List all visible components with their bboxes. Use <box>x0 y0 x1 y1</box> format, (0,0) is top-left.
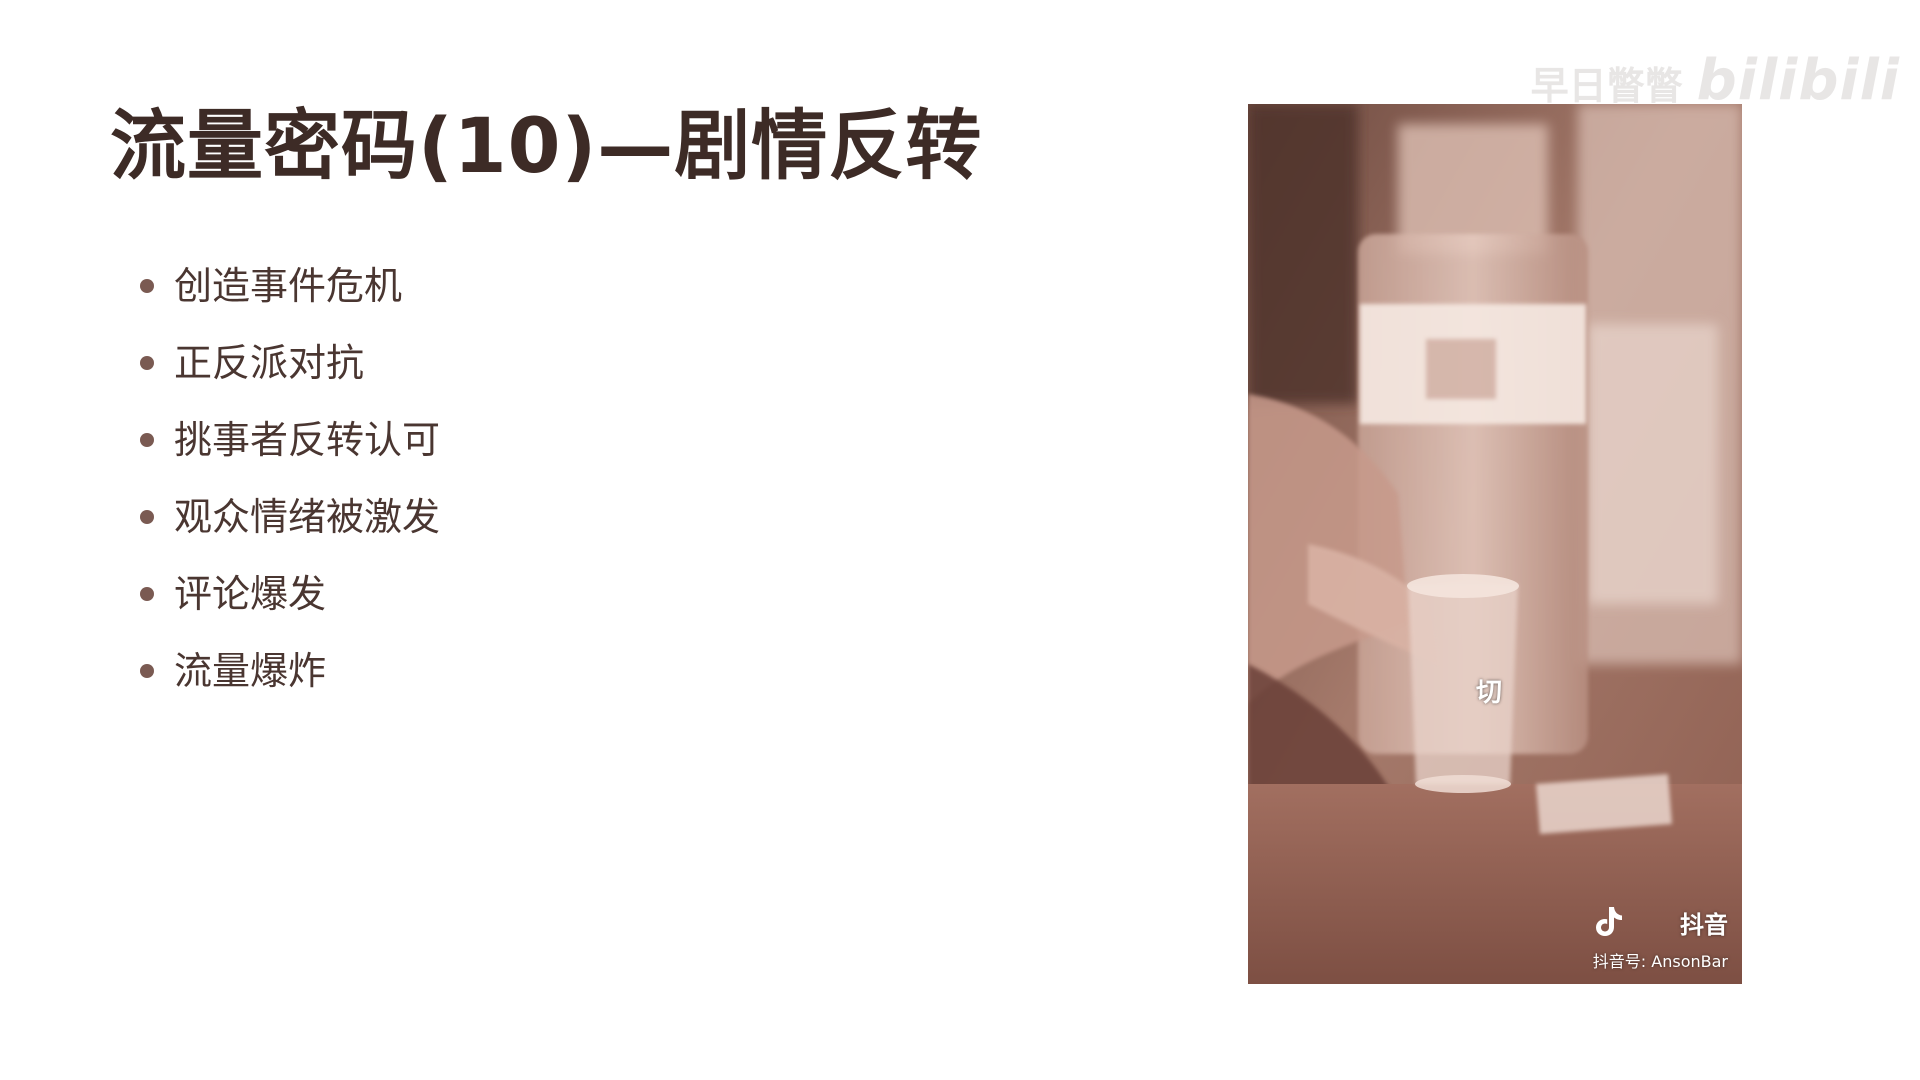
bullet-text: 观众情绪被激发 <box>174 495 441 539</box>
bullet-dot-icon <box>140 356 154 370</box>
video-scene-image <box>1248 104 1742 984</box>
bullet-text: 流量爆炸 <box>174 649 327 693</box>
watermark-site-logo: bilibili <box>1696 48 1900 113</box>
video-subtitle: 切 <box>1476 678 1503 708</box>
video-frame[interactable]: 切 抖音 抖音号: AnsonBar <box>1248 104 1742 984</box>
bullet-dot-icon <box>140 587 154 601</box>
tiktok-note-icon <box>1595 907 1622 936</box>
bullet-text: 挑事者反转认可 <box>174 418 441 462</box>
douyin-account: 抖音号: AnsonBar <box>1592 952 1728 971</box>
douyin-brand: 抖音 <box>1680 911 1728 939</box>
bullet-item: 流量爆炸 <box>140 641 440 718</box>
bullet-item: 创造事件危机 <box>140 256 440 333</box>
bullet-dot-icon <box>140 279 154 293</box>
bullet-item: 挑事者反转认可 <box>140 410 440 487</box>
bullet-text: 评论爆发 <box>174 572 327 616</box>
watermark-user: 早日瞥瞥 <box>1530 64 1683 108</box>
douyin-watermark: 抖音 抖音号: AnsonBar <box>1593 905 1728 972</box>
bullet-dot-icon <box>140 664 154 678</box>
slide-title: 流量密码(10)—剧情反转 <box>110 101 983 190</box>
bullet-text: 创造事件危机 <box>174 264 403 308</box>
bilibili-watermark: 早日瞥瞥 bilibili <box>1531 48 1900 113</box>
bullet-item: 观众情绪被激发 <box>140 487 440 564</box>
bullet-dot-icon <box>140 510 154 524</box>
bullet-text: 正反派对抗 <box>174 341 365 385</box>
bullet-item: 正反派对抗 <box>140 333 440 410</box>
bullet-item: 评论爆发 <box>140 564 440 641</box>
bullet-list: 创造事件危机 正反派对抗 挑事者反转认可 观众情绪被激发 评论爆发 流量爆炸 <box>140 256 440 718</box>
bullet-dot-icon <box>140 433 154 447</box>
